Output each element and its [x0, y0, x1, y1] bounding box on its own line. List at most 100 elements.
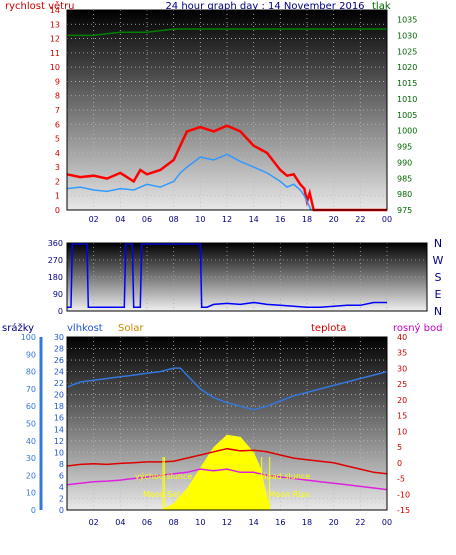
dew-point-axis-label: rosný bod: [393, 322, 442, 334]
plot3-x-tick-label: 04: [115, 518, 125, 527]
wind-direction-tick-label: 270: [48, 256, 63, 265]
compass-label: N: [434, 237, 442, 250]
plot1-x-tick-label: 10: [195, 215, 205, 224]
wind-direction-tick-label: 90: [53, 290, 63, 299]
temperature-tick-label: 30: [397, 364, 407, 373]
wind-speed-axis-label: rychlost větru: [5, 0, 75, 12]
humidity-tick-label: 2: [59, 494, 64, 503]
temperature-tick-label: -15: [397, 506, 410, 515]
plot3-x-tick-label: 12: [222, 518, 232, 527]
temperature-axis-label: teplota: [311, 323, 346, 334]
wind-speed-tick-label: 14: [50, 6, 60, 15]
wind-speed-tick-label: 11: [50, 49, 60, 58]
sunset-label: západ slunce: [258, 472, 311, 481]
rain-tick-label: 0: [31, 506, 36, 515]
pressure-tick-label: 1030: [397, 31, 417, 40]
pressure-tick-label: 1000: [397, 127, 417, 136]
humidity-tick-label: 6: [59, 471, 64, 480]
plot3-x-tick-label: 18: [302, 518, 312, 527]
plot1-x-tick-label: 06: [142, 215, 152, 224]
wind-speed-tick-label: 0: [55, 206, 60, 215]
wind-speed-tick-label: 10: [50, 63, 60, 72]
plot2-frame: [66, 242, 428, 312]
wind-speed-tick-label: 8: [55, 92, 60, 101]
plot1-x-tick-label: 18: [302, 215, 312, 224]
pressure-tick-label: 1015: [397, 79, 417, 88]
temperature-tick-label: 20: [397, 396, 407, 405]
solar-area: [161, 434, 271, 511]
humidity-tick-label: 26: [54, 356, 64, 365]
humidity-tick-label: 24: [54, 368, 64, 377]
wind-speed-tick-label: 4: [55, 149, 60, 158]
plot1-x-tick-label: 14: [249, 215, 259, 224]
plot1-x-tick-label: 00: [382, 215, 392, 224]
humidity-tick-label: 4: [59, 483, 64, 492]
wind-speed-tick-label: 6: [55, 120, 60, 129]
temperature-tick-label: -5: [397, 475, 405, 484]
plot3-frame: [66, 336, 388, 511]
plot1-series-line-2: [67, 28, 387, 37]
plot1-x-tick-label: 22: [355, 215, 365, 224]
plot1-x-tick-label: 16: [275, 215, 285, 224]
plot1-series-line-1: [66, 153, 312, 211]
plot3-x-tick-label: 06: [142, 518, 152, 527]
rain-tick-label: 40: [26, 437, 36, 446]
plot1-x-tick-label: 08: [169, 215, 179, 224]
temperature-tick-label: 25: [397, 380, 407, 389]
pressure-tick-label: 980: [397, 190, 412, 199]
compass-label: E: [435, 288, 442, 301]
rain-tick-label: 70: [26, 385, 36, 394]
humidity-tick-label: 12: [54, 437, 64, 446]
temperature-tick-label: 5: [397, 443, 402, 452]
plot3-x-tick-label: 22: [355, 518, 365, 527]
humidity-tick-label: 0: [59, 506, 64, 515]
rain-tick-label: 20: [26, 471, 36, 480]
wind-speed-tick-label: 2: [55, 177, 60, 186]
temperature-tick-label: 0: [397, 459, 402, 468]
wind-direction-tick-label: 360: [48, 239, 63, 248]
plot3-x-tick-label: 02: [89, 518, 99, 527]
compass-label: W: [433, 254, 444, 267]
humidity-tick-label: 8: [59, 460, 64, 469]
humidity-tick-label: 18: [54, 402, 64, 411]
plot3-series-line-1: [66, 447, 388, 475]
humidity-tick-label: 20: [54, 391, 64, 400]
humidity-tick-label: 28: [54, 345, 64, 354]
moonrise-label: Moon Rise: [268, 490, 309, 499]
temperature-tick-label: 35: [397, 349, 407, 358]
temperature-tick-label: 15: [397, 412, 407, 421]
wind-speed-tick-label: 7: [55, 106, 60, 115]
plot1-x-tick-label: 12: [222, 215, 232, 224]
pressure-tick-label: 985: [397, 174, 412, 183]
moonset-label: Moon Set: [143, 490, 180, 499]
humidity-tick-label: 16: [54, 414, 64, 423]
plot1-x-tick-label: 02: [89, 215, 99, 224]
rain-tick-label: 60: [26, 402, 36, 411]
pressure-axis-label: tlak: [372, 1, 391, 12]
sunrise-label: východ slunce: [135, 472, 192, 481]
graph-title: 24 hour graph day : 14 November 2016: [165, 1, 364, 12]
wind-speed-tick-label: 1: [55, 192, 60, 201]
plot3-x-tick-label: 10: [195, 518, 205, 527]
pressure-tick-label: 990: [397, 158, 412, 167]
humidity-tick-label: 22: [54, 379, 64, 388]
plot3-series-line-0: [66, 367, 388, 411]
plot1-x-tick-label: 04: [115, 215, 125, 224]
humidity-tick-label: 30: [54, 333, 64, 342]
pressure-tick-label: 1020: [397, 63, 417, 72]
pressure-tick-label: 1035: [397, 16, 417, 25]
rain-tick-label: 100: [21, 333, 36, 342]
plot1-x-tick-label: 20: [329, 215, 339, 224]
plot3-x-tick-label: 20: [329, 518, 339, 527]
wind-speed-tick-label: 3: [55, 163, 60, 172]
rain-tick-label: 10: [26, 489, 36, 498]
plot3-x-tick-label: 16: [275, 518, 285, 527]
pressure-tick-label: 995: [397, 143, 412, 152]
plot1-frame: [66, 9, 388, 211]
temperature-tick-label: 10: [397, 427, 407, 436]
plot3-x-tick-label: 14: [249, 518, 259, 527]
rain-tick-label: 30: [26, 454, 36, 463]
rain-tick-label: 90: [26, 350, 36, 359]
